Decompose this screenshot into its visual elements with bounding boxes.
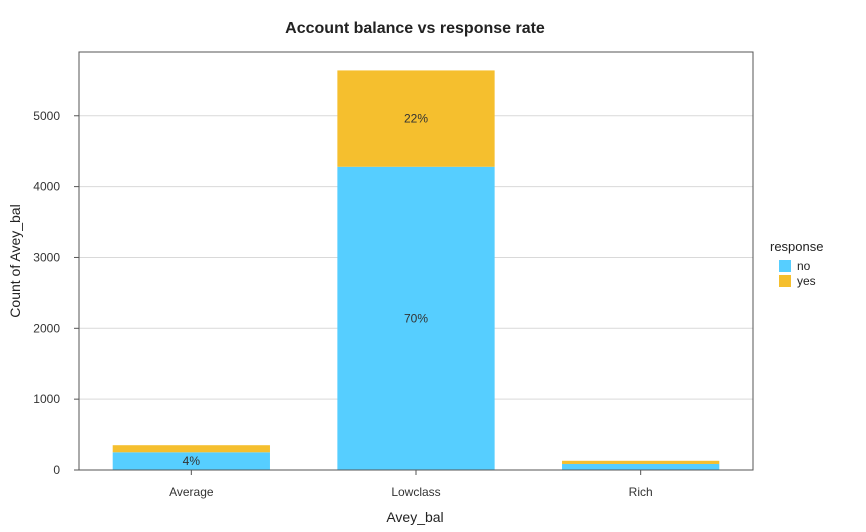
y-tick-label-0: 0: [53, 463, 60, 477]
x-tick-label-0: Average: [169, 485, 214, 499]
y-tick-label-2: 2000: [33, 321, 60, 335]
bar-lowclass-yes: [337, 70, 495, 167]
bar-average-no: [112, 452, 270, 470]
y-tick-label-3: 3000: [33, 250, 60, 264]
legend-label-no: no: [797, 259, 811, 273]
data-label-0: 4%: [183, 454, 201, 468]
x-axis: Average Lowclass Rich: [169, 470, 653, 499]
legend-swatch-yes: [779, 275, 791, 287]
bar-lowclass-no: [337, 166, 495, 470]
y-axis: 0 1000 2000 3000 4000 5000: [33, 109, 79, 477]
y-tick-label-5: 5000: [33, 109, 60, 123]
data-labels: 4% 70% 22%: [183, 112, 429, 469]
legend-label-yes: yes: [797, 274, 816, 288]
x-tick-label-2: Rich: [629, 485, 653, 499]
y-tick-label-1: 1000: [33, 392, 60, 406]
y-tick-label-4: 4000: [33, 180, 60, 194]
y-axis-label: Count of Avey_bal: [7, 204, 23, 317]
bar-rich-no: [562, 463, 720, 470]
x-tick-label-1: Lowclass: [391, 485, 440, 499]
legend-title: response: [770, 239, 823, 254]
bars: [112, 70, 720, 470]
bar-average-yes: [112, 445, 270, 453]
legend-swatch-no: [779, 260, 791, 272]
data-label-1: 70%: [404, 311, 428, 325]
bar-rich-yes: [562, 460, 720, 464]
data-label-2: 22%: [404, 112, 428, 126]
chart-title: Account balance vs response rate: [285, 20, 545, 37]
x-axis-label: Avey_bal: [386, 509, 443, 525]
